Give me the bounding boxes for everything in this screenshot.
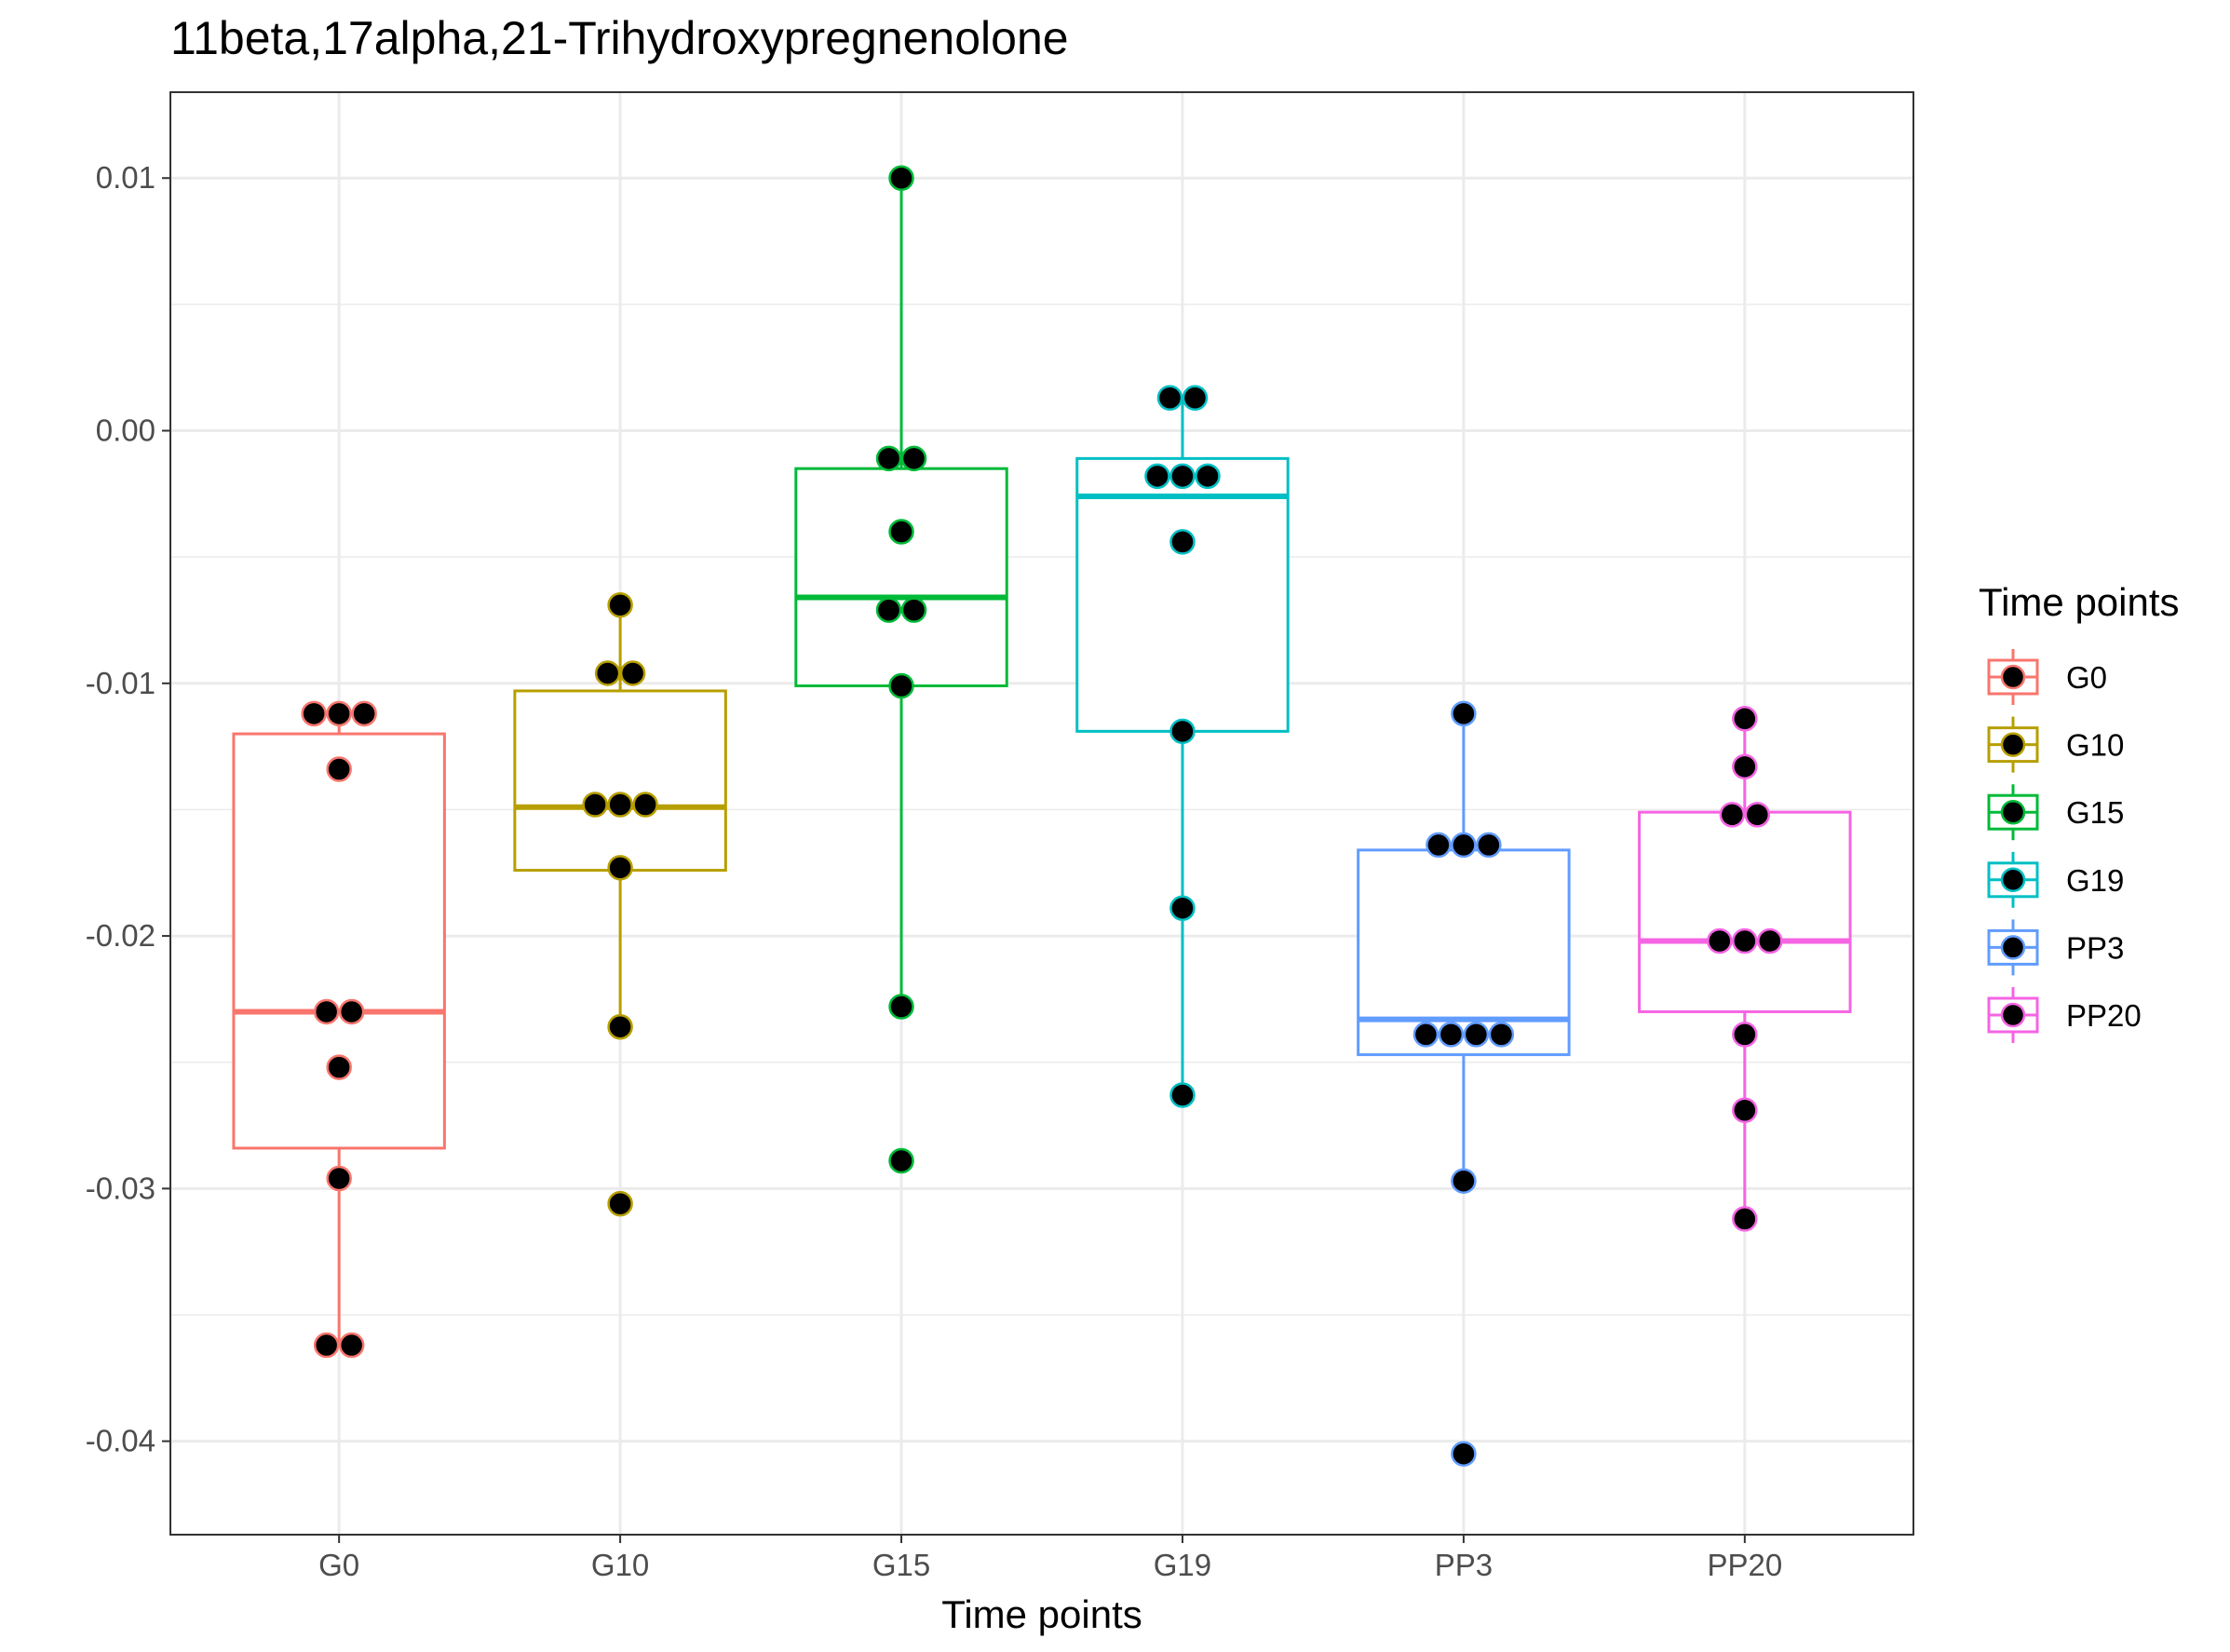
box-PP20 xyxy=(1638,810,1852,1013)
data-point xyxy=(900,445,927,472)
data-point xyxy=(1426,832,1452,859)
data-point xyxy=(607,591,633,618)
data-point xyxy=(1488,1022,1515,1048)
y-tick-label: -0.04 xyxy=(86,1424,155,1458)
x-tick-label: PP3 xyxy=(1435,1548,1493,1582)
data-point xyxy=(888,994,914,1020)
data-point xyxy=(1169,895,1196,921)
data-point xyxy=(607,855,633,881)
data-point xyxy=(1732,753,1758,780)
legend-key-point xyxy=(2000,935,2026,960)
data-point xyxy=(607,792,633,818)
data-point xyxy=(1169,463,1196,490)
data-point xyxy=(326,1165,352,1192)
legend-label-G15: G15 xyxy=(2066,795,2124,830)
data-point xyxy=(1707,928,1733,955)
data-point xyxy=(1451,1168,1477,1194)
data-point xyxy=(1451,700,1477,727)
data-point xyxy=(619,660,646,686)
data-point xyxy=(326,700,352,727)
legend-label-G19: G19 xyxy=(2066,863,2124,898)
legend-label-G10: G10 xyxy=(2066,728,2124,763)
data-point xyxy=(1463,1022,1490,1048)
data-point xyxy=(1438,1022,1465,1048)
data-point xyxy=(607,1013,633,1040)
y-tick-label: -0.03 xyxy=(86,1171,155,1205)
data-point xyxy=(301,700,327,727)
data-point xyxy=(582,792,608,818)
y-tick-label: -0.02 xyxy=(86,918,155,953)
data-point xyxy=(1182,385,1209,411)
data-points xyxy=(301,165,1783,1467)
box-G19 xyxy=(1075,456,1290,733)
y-tick-label: -0.01 xyxy=(86,666,155,700)
data-point xyxy=(1169,718,1196,745)
x-axis: G0 G10 G15 G19 PP3 PP20 xyxy=(318,1535,1782,1582)
data-point xyxy=(326,756,352,782)
box-G15 xyxy=(794,467,1008,688)
data-point xyxy=(1451,1441,1477,1467)
data-point xyxy=(1732,1022,1758,1048)
legend-key-point xyxy=(2000,732,2026,757)
data-point xyxy=(1732,928,1758,955)
data-point xyxy=(326,1054,352,1080)
legend-label-G0: G0 xyxy=(2066,660,2107,695)
data-point xyxy=(1757,928,1783,955)
data-point xyxy=(338,1332,365,1359)
x-tick-label: PP20 xyxy=(1707,1548,1782,1582)
data-point xyxy=(1732,1206,1758,1232)
data-point xyxy=(900,597,927,623)
data-point xyxy=(1732,706,1758,732)
x-tick-label: G15 xyxy=(872,1548,930,1582)
legend-label-PP3: PP3 xyxy=(2066,930,2124,965)
x-tick-label: G19 xyxy=(1154,1548,1211,1582)
data-point xyxy=(1156,385,1183,411)
data-point xyxy=(888,165,914,191)
legend-items: G0 G10 G15 G19 PP3 PP20 xyxy=(1987,649,2142,1043)
data-point xyxy=(1195,463,1221,490)
legend-key-point xyxy=(2000,867,2026,893)
box-series xyxy=(232,178,1852,1346)
legend-title: Time points xyxy=(1979,580,2180,624)
data-point xyxy=(888,519,914,545)
data-point xyxy=(1451,832,1477,859)
data-point xyxy=(1732,1097,1758,1124)
y-axis: 0.01 0.00 -0.01 -0.02 -0.03 -0.04 xyxy=(86,160,170,1458)
box-G10 xyxy=(513,689,727,873)
data-point xyxy=(1744,802,1771,828)
data-point xyxy=(875,597,902,623)
data-point xyxy=(338,998,365,1025)
data-point xyxy=(1412,1022,1439,1048)
chart-title: 11beta,17alpha,21-Trihydroxypregnenolone xyxy=(170,12,1069,64)
legend-label-PP20: PP20 xyxy=(2066,998,2142,1033)
panel-border xyxy=(169,91,1914,1536)
data-point xyxy=(313,1332,340,1359)
data-point xyxy=(1169,1082,1196,1108)
data-point xyxy=(888,672,914,699)
x-axis-title: Time points xyxy=(941,1592,1142,1636)
data-point xyxy=(1719,802,1746,828)
y-tick-label: 0.00 xyxy=(96,413,155,448)
data-point xyxy=(888,1147,914,1174)
box-G0 xyxy=(232,732,446,1150)
data-point xyxy=(351,700,377,727)
data-point xyxy=(1144,463,1170,490)
legend-key-point xyxy=(2000,799,2026,825)
box-PP3 xyxy=(1357,848,1571,1057)
x-tick-label: G0 xyxy=(318,1548,359,1582)
data-point xyxy=(1476,832,1502,859)
y-tick-label: 0.01 xyxy=(96,160,155,195)
x-tick-label: G10 xyxy=(591,1548,649,1582)
data-point xyxy=(875,445,902,472)
data-point xyxy=(1169,529,1196,555)
data-point xyxy=(313,998,340,1025)
data-point xyxy=(594,660,621,686)
grid-minor xyxy=(170,304,1913,1316)
data-point xyxy=(632,792,658,818)
data-point xyxy=(607,1190,633,1217)
legend-key-point xyxy=(2000,664,2026,690)
legend: Time points G0 G10 G15 G19 PP3 PP20 xyxy=(1979,580,2180,1043)
legend-key-point xyxy=(2000,1002,2026,1028)
